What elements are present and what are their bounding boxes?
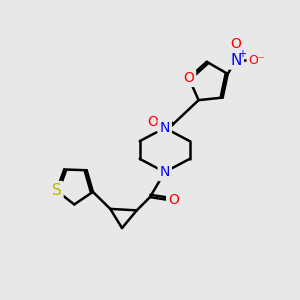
Text: O: O [148,115,158,129]
Text: N: N [160,121,170,135]
Text: N: N [230,52,242,68]
Text: O: O [183,71,194,85]
Text: N: N [160,165,170,179]
Text: O⁻: O⁻ [248,53,265,67]
Text: O: O [168,193,179,207]
Text: +: + [238,49,247,59]
Text: O: O [231,37,242,51]
Text: S: S [52,183,61,198]
